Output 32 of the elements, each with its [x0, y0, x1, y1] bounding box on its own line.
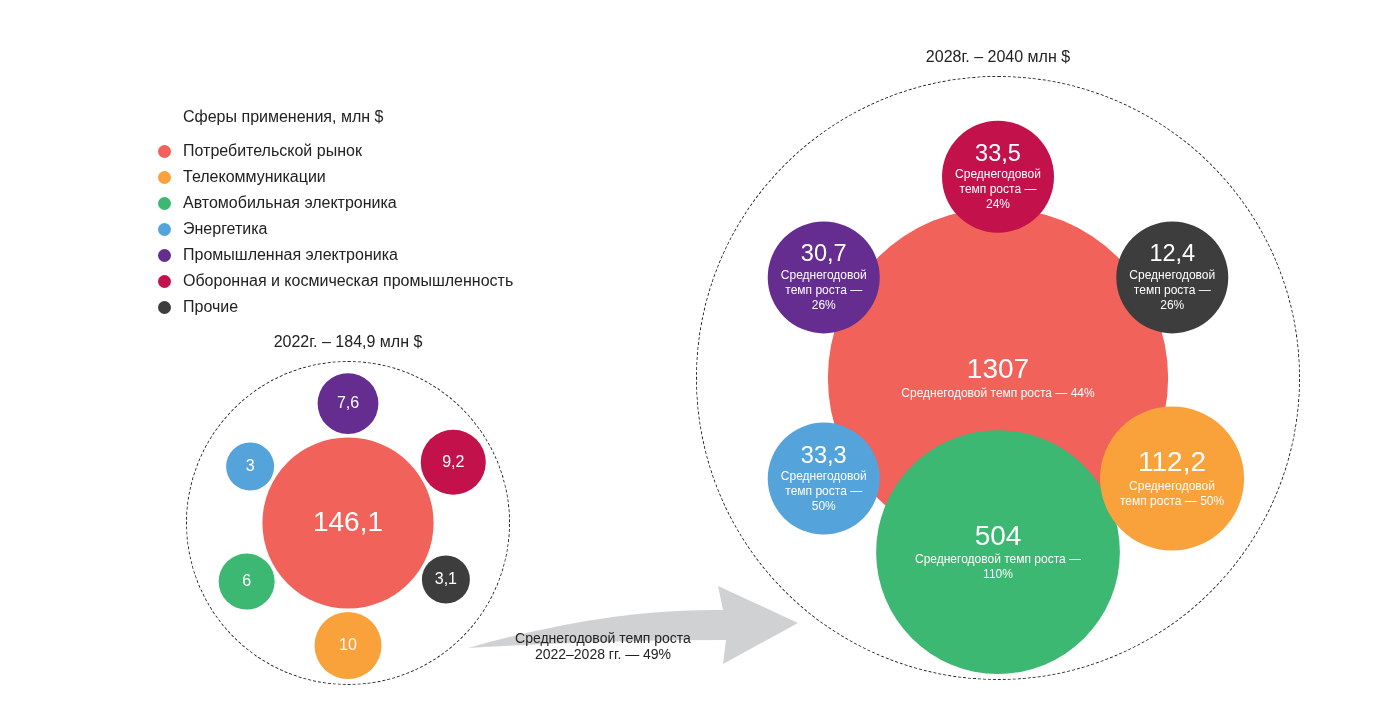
data-label: 3,1: [434, 569, 458, 587]
text: Среднегодовой темп роста — 110%: [914, 552, 1082, 582]
legend-label: Прочие: [183, 298, 239, 316]
legend-label: Телекоммуникации: [183, 168, 326, 186]
text: Среднегодовой темп роста — 24%: [955, 167, 1041, 212]
data-label: 9,2: [442, 452, 465, 470]
legend-label: Автомобильная электроника: [183, 194, 397, 212]
data-label: 30,7: [800, 240, 847, 267]
text: Среднегодовой темп роста — 26%: [780, 267, 867, 312]
text: Среднегодовой темп роста — 50%: [780, 469, 867, 514]
legend-label: Потребительской рынок: [183, 142, 362, 160]
data-label: 7,6: [336, 393, 360, 411]
text: Среднегодовой темп роста 2022–2028 гг. — 49%: [514, 630, 692, 662]
data-label: 1307: [966, 353, 1030, 385]
legend-title: Сферы применения, млн $: [183, 108, 385, 126]
data-label: 10: [339, 635, 357, 653]
legend-label: Оборонная и космическая промышленность: [183, 272, 514, 290]
data-label: 112,2: [1138, 446, 1207, 478]
legend-label: Промышленная электроника: [183, 246, 398, 264]
data-label: 146,1: [312, 505, 384, 537]
data-label: 6: [242, 571, 252, 589]
data-label: 33,5: [975, 139, 1021, 166]
category-label: 2028г. – 2040 млн $: [924, 48, 1072, 66]
legend-label: Энергетика: [183, 220, 268, 238]
text: Среднегодовой темп роста — 50%: [1119, 478, 1225, 508]
text: Среднегодовой темп роста — 26%: [1129, 267, 1216, 312]
data-label: 504: [974, 519, 1022, 551]
text: Среднегодовой темп роста — 44%: [901, 385, 1095, 400]
data-label: 3: [245, 456, 255, 474]
data-label: 33,3: [800, 441, 847, 468]
category-label: 2022г. – 184,9 млн $: [272, 333, 424, 351]
data-label: 12,4: [1149, 240, 1196, 267]
